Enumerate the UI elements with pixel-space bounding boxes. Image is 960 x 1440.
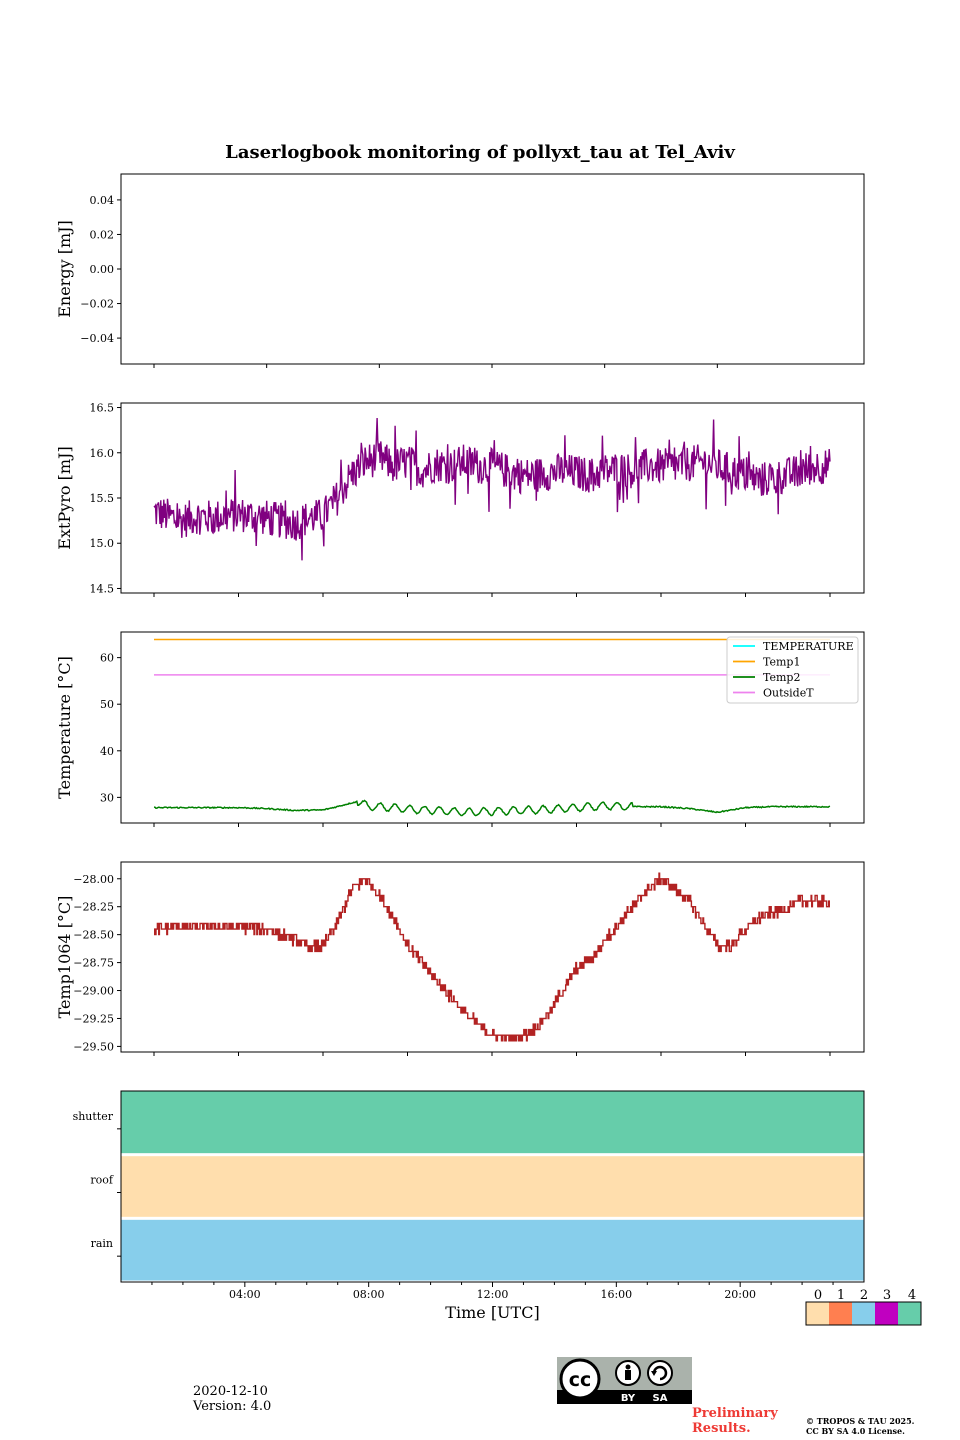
version-label: Version: 4.0 bbox=[193, 1399, 272, 1414]
energy-ylabel: Energy [mJ] bbox=[55, 220, 74, 318]
temp1064-ylabel: Temp1064 [°C] bbox=[55, 896, 74, 1019]
status-row-roof bbox=[121, 1156, 864, 1217]
copyright-note: © TROPOS & TAU 2025. CC BY SA 4.0 Licens… bbox=[806, 1416, 914, 1436]
colorbar-cell bbox=[852, 1302, 875, 1325]
sa-share-icon bbox=[647, 1360, 673, 1386]
cc-icon: cc bbox=[569, 1369, 592, 1391]
preliminary-results-note: Preliminary Results. bbox=[692, 1406, 778, 1436]
temp1064-ytick-label: −28.25 bbox=[73, 901, 114, 914]
temp1064-ytick-label: −28.00 bbox=[73, 873, 114, 886]
date-version-block: 2020-12-10 Version: 4.0 bbox=[193, 1384, 271, 1414]
colorbar-cell bbox=[875, 1302, 898, 1325]
cc-by-sa-badge: cc BY SA bbox=[557, 1357, 692, 1408]
colorbar-cell bbox=[829, 1302, 852, 1325]
extpyro-ytick-label: 16.5 bbox=[90, 402, 115, 415]
status-row-rain bbox=[121, 1219, 864, 1281]
legend-entry: Temp1 bbox=[763, 656, 800, 669]
colorbar-tick-label: 2 bbox=[860, 1288, 868, 1303]
extpyro-ytick-label: 16.0 bbox=[90, 447, 115, 460]
temp1064-series-line bbox=[154, 872, 830, 1042]
status-xtick-label: 20:00 bbox=[724, 1288, 756, 1301]
legend-entry: TEMPERATURE bbox=[763, 640, 854, 653]
extpyro-ytick-label: 14.5 bbox=[90, 582, 115, 595]
temperature-ytick-label: 50 bbox=[100, 698, 114, 711]
colorbar-tick-label: 0 bbox=[814, 1288, 822, 1303]
extpyro-axes-frame bbox=[120, 402, 865, 594]
energy-ytick-label: −0.02 bbox=[80, 298, 114, 311]
extpyro-ytick-label: 15.5 bbox=[90, 492, 115, 505]
chart-title: Laserlogbook monitoring of pollyxt_tau a… bbox=[225, 142, 735, 163]
extpyro-ytick-label: 15.0 bbox=[90, 537, 115, 550]
status-row-shutter bbox=[121, 1091, 864, 1154]
cc-sa-label: SA bbox=[653, 1393, 668, 1404]
colorbar-cell bbox=[898, 1302, 921, 1325]
temperature-series-temp2 bbox=[153, 799, 831, 817]
temp1064-axes-frame bbox=[120, 861, 865, 1053]
legend-entry: OutsideT bbox=[763, 687, 814, 700]
legend-entry: Temp2 bbox=[763, 671, 800, 684]
extpyro-series-line bbox=[153, 417, 831, 561]
colorbar-frame bbox=[805, 1301, 922, 1326]
colorbar-tick-label: 4 bbox=[908, 1288, 916, 1303]
temp1064-ytick-label: −28.50 bbox=[73, 929, 114, 942]
preliminary-line-2: Results. bbox=[692, 1421, 751, 1436]
temp1064-ytick-label: −28.75 bbox=[73, 957, 114, 970]
temp1064-ytick-label: −29.50 bbox=[73, 1040, 114, 1053]
copyright-line-2: CC BY SA 4.0 License. bbox=[806, 1426, 905, 1436]
date-label: 2020-12-10 bbox=[193, 1384, 268, 1399]
energy-ytick-label: 0.02 bbox=[90, 228, 115, 241]
status-row-label: shutter bbox=[73, 1110, 114, 1123]
temp1064-ytick-label: −29.00 bbox=[73, 985, 114, 998]
status-xtick-label: 16:00 bbox=[600, 1288, 632, 1301]
temp1064-ytick-label: −29.25 bbox=[73, 1012, 114, 1025]
colorbar-cell bbox=[806, 1302, 829, 1325]
temperature-ytick-label: 30 bbox=[100, 791, 114, 804]
energy-axes-frame bbox=[120, 173, 865, 365]
status-xtick-label: 12:00 bbox=[477, 1288, 509, 1301]
copyright-line-1: © TROPOS & TAU 2025. bbox=[806, 1416, 915, 1426]
temperature-legend bbox=[726, 636, 859, 704]
cc-by-label: BY bbox=[621, 1393, 636, 1404]
temperature-ytick-label: 40 bbox=[100, 745, 114, 758]
colorbar-tick-label: 3 bbox=[883, 1288, 891, 1303]
energy-ytick-label: 0.00 bbox=[90, 263, 115, 276]
status-xtick-label: 08:00 bbox=[353, 1288, 385, 1301]
temperature-ytick-label: 60 bbox=[100, 652, 114, 665]
status-xtick-label: 04:00 bbox=[229, 1288, 261, 1301]
energy-ytick-label: −0.04 bbox=[80, 332, 114, 345]
status-row-label: rain bbox=[91, 1237, 113, 1250]
preliminary-line-1: Preliminary bbox=[692, 1406, 778, 1421]
plots-group: 0.04 0.02 0.00 −0.02 −0.04 Energy [mJ] 16.5 16.… bbox=[55, 173, 922, 1326]
colorbar-tick-label: 1 bbox=[837, 1288, 845, 1303]
status-row-label: roof bbox=[90, 1174, 114, 1187]
status-xlabel: Time [UTC] bbox=[445, 1303, 539, 1322]
extpyro-ylabel: ExtPyro [mJ] bbox=[55, 446, 74, 549]
temperature-ylabel: Temperature [°C] bbox=[55, 656, 74, 799]
energy-ytick-label: 0.04 bbox=[90, 194, 115, 207]
